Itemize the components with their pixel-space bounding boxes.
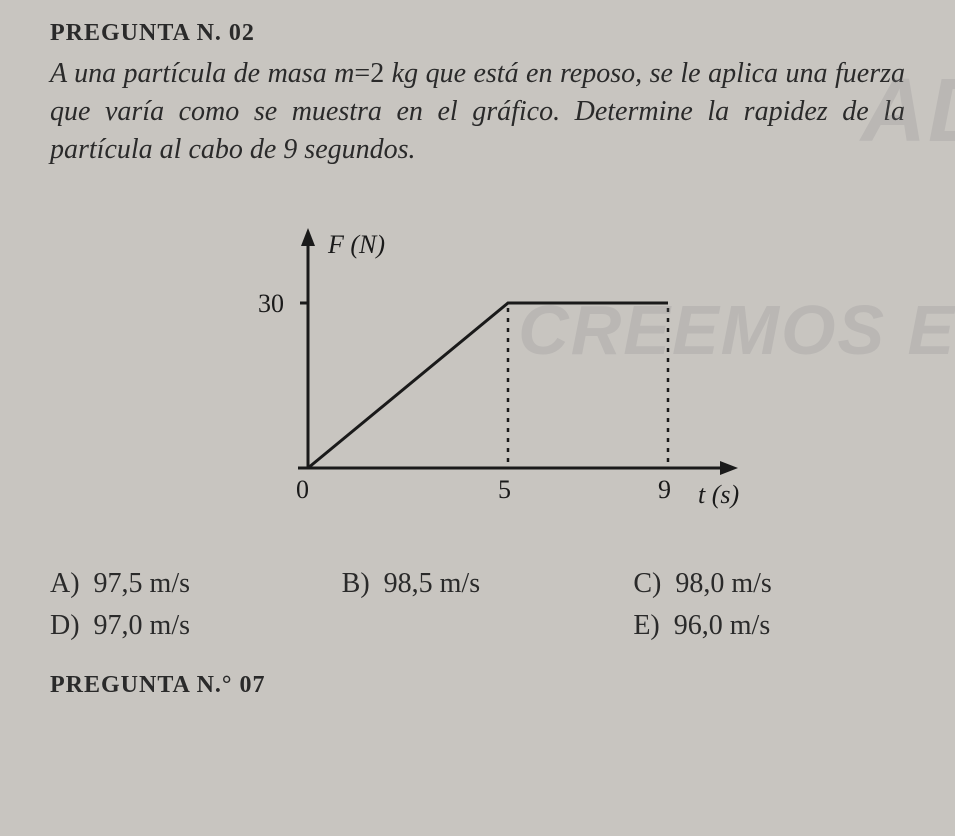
option-a: A) 97,5 m/s xyxy=(50,568,322,600)
header-partial: PREGUNTA N. 02 xyxy=(50,20,905,47)
x-tick-9: 9 xyxy=(658,475,671,504)
y-tick-30: 30 xyxy=(258,289,284,318)
answer-options: A) 97,5 m/s B) 98,5 m/s C) 98,0 m/s D) 9… xyxy=(50,568,905,642)
option-b: B) 98,5 m/s xyxy=(342,568,614,600)
x-tick-5: 5 xyxy=(498,475,511,504)
problem-statement: A una partícula de masa m=2 kg que está … xyxy=(50,55,905,168)
option-d: D) 97,0 m/s xyxy=(50,610,322,642)
option-c: C) 98,0 m/s xyxy=(633,568,905,600)
y-axis-label: F (N) xyxy=(327,230,385,259)
x-axis-label: t (s) xyxy=(698,480,739,509)
force-time-chart: 30 F (N) t (s) 0 5 9 xyxy=(50,198,905,528)
force-curve xyxy=(308,303,668,468)
option-e: E) 96,0 m/s xyxy=(633,610,905,642)
footer-partial: PREGUNTA N.° 07 xyxy=(50,672,905,699)
x-tick-0: 0 xyxy=(296,475,309,504)
